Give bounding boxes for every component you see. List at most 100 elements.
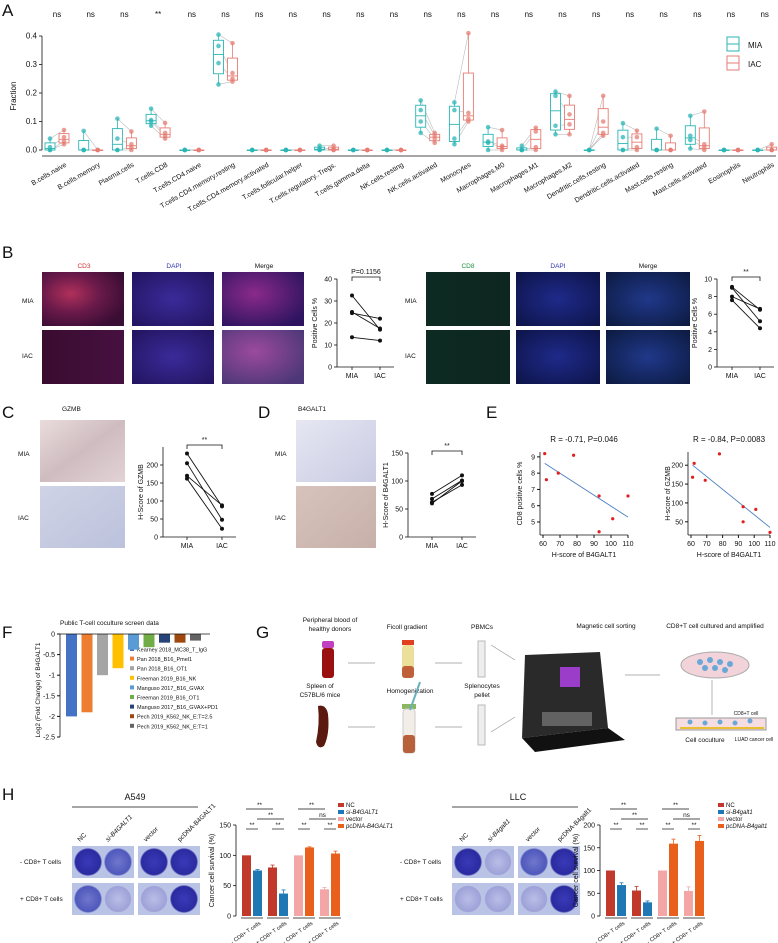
y-tick-label: 100 [146,499,158,506]
bar [97,634,108,676]
category-label: Dendritic.cells.resting [546,162,607,201]
y-tick-label: 50 [587,891,595,898]
bar [190,634,201,641]
y-tick-label: 150 [219,823,231,830]
data-point [533,129,539,134]
data-point [634,144,640,150]
plate-llc-pcdna-plus [550,885,578,913]
pair-line [420,132,435,144]
category-label: T.cells.regulatory..Tregs. [269,162,338,206]
data-point [721,147,727,153]
data-point [626,494,630,498]
data-point-iac [220,503,224,508]
data-point [129,142,134,147]
category-label: Dendritic.cells.activated [574,162,641,205]
y-tick-label: 10 [324,343,332,350]
plate-vector-plus [140,885,168,913]
pair-line [757,144,772,151]
data-point [654,147,659,153]
significance-label: ns [53,10,61,19]
legend-label: Manguso 2017_B16_GVAX+PD1 [137,705,218,711]
y-tick-label: 200 [146,463,158,470]
data-point [466,110,471,116]
x-tick-label: 100 [605,541,617,548]
step-homogenization: Homogenization [387,688,434,695]
data-point [148,106,154,111]
data-point [216,32,221,37]
data-point [544,478,549,482]
significance-annotation: ** [202,437,208,444]
data-point [47,144,53,150]
a549-col-vector: vector [142,825,160,843]
bar [128,634,139,650]
panel-a-chart: 0.00.10.20.30.4nsB.cells.naivensB.cells.… [26,10,778,214]
significance-label: ** [155,10,161,19]
data-point [230,76,235,82]
significance-label: ns [693,10,701,19]
data-point [519,147,525,153]
data-point [754,507,758,511]
data-point [115,116,120,121]
plate-llc-vector-minus [520,848,548,876]
significance-annotation: ** [743,269,749,276]
row-label-mia: MIA [22,298,34,305]
pair-line [351,336,381,342]
header-cd8: CD8 [461,263,474,270]
row-label-mia-c: MIA [18,451,30,458]
row-label-mia-2: MIA [405,298,417,305]
data-point [567,132,572,137]
bar [632,890,641,916]
legend-label: Manguso 2017_B16_GVAX [137,686,204,692]
y-tick-label: 150 [146,481,158,488]
bar [331,853,340,916]
pair-line [186,462,223,520]
data-point-iac [758,306,762,311]
significance-label: ns [727,10,735,19]
label-cd8-cell: CD8+T cell [734,711,759,717]
pair-line [351,311,381,329]
pair-line [218,81,233,85]
chart-title: R = -0.71, P=0.046 [550,435,618,444]
data-point [365,147,370,153]
significance-label: ** [673,802,679,809]
panel-a-legend: MIA IAC [726,36,763,71]
data-point-mia [185,461,189,466]
significance-label: ** [632,812,638,819]
data-point [452,100,457,105]
data-point [553,89,558,94]
data-point [432,130,438,136]
box-mia [448,105,460,142]
flow-arrows [348,644,713,733]
legend-label: NC [726,803,735,809]
box-iac [564,104,575,130]
data-point [567,122,572,127]
data-point [61,127,67,133]
legend-label: vector [346,817,362,823]
a549-row-plus: + CD8+ T cells [20,896,64,903]
bar [242,855,251,916]
y-tick-label: -1.5 [43,693,55,700]
image-merge-mia [222,272,304,326]
significance-label: ns [491,10,499,19]
step-culture: CD8+T cell cultured and amplified [666,623,764,630]
legend-label: vector [726,817,742,823]
data-point [567,112,572,117]
y-tick-label: 4 [708,329,712,336]
box-mia [213,39,224,75]
data-point [519,143,525,149]
data-point [162,130,168,136]
bar [253,870,262,916]
y-axis-label: Cancer cell survival (%) [573,834,580,908]
llc-col-si: si-B4galt1 [486,818,512,844]
significance-label: ns [120,10,128,19]
bar [695,840,704,916]
data-point-mia [350,335,354,340]
legend-swatch [718,803,724,807]
x-tick-label: 70 [703,541,711,548]
pair-line [186,475,223,506]
bar [320,889,329,916]
legend-swatch [718,817,724,821]
plate-si-minus [104,848,132,876]
data-point [769,147,774,153]
